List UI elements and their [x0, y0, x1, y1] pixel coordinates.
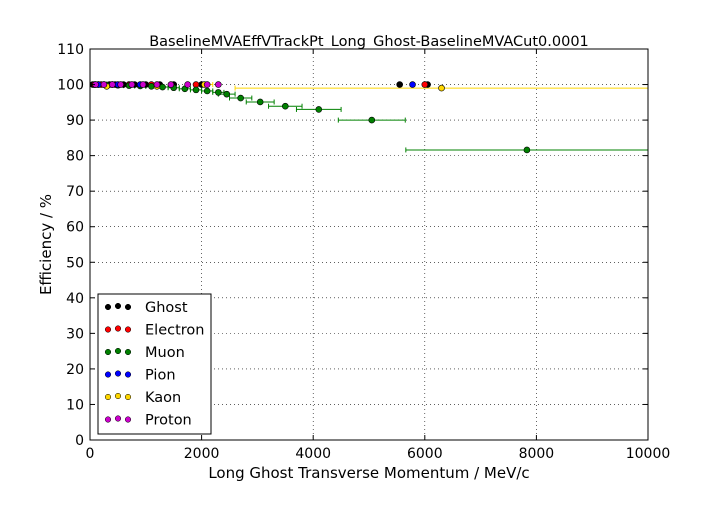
electron-point: [421, 81, 429, 88]
legend-marker-proton: [104, 416, 112, 423]
legend-marker-pion: [114, 370, 122, 377]
muon-point: [237, 94, 244, 102]
muon-point: [281, 102, 289, 110]
y-tick-label: 100: [57, 78, 84, 94]
y-tick-label: 40: [66, 291, 84, 307]
legend-marker-kaon: [124, 393, 132, 401]
legend-label-kaon: Kaon: [145, 390, 181, 406]
plot-frame: [89, 48, 649, 441]
y-tick-label: 110: [57, 42, 84, 58]
proton-point: [153, 81, 161, 88]
legend-marker-kaon: [114, 392, 122, 400]
legend-label-pion: Pion: [145, 368, 176, 384]
muon-point: [159, 83, 166, 91]
legend-marker-electron: [104, 326, 112, 333]
legend-marker-ghost: [124, 303, 132, 311]
y-tick-label: 20: [66, 362, 84, 378]
legend-label-electron: Electron: [145, 323, 204, 339]
kaon-point: [438, 84, 445, 92]
muon-point: [368, 116, 376, 124]
legend-label-proton: Proton: [145, 413, 192, 429]
proton-point: [167, 81, 175, 88]
muon-point: [523, 146, 531, 154]
muon-point: [315, 106, 323, 113]
legend-marker-ghost: [114, 302, 122, 310]
y-tick-label: 50: [66, 255, 84, 271]
muon-point: [148, 83, 155, 90]
y-tick-label: 0: [75, 433, 84, 449]
legend-marker-muon: [124, 348, 132, 356]
x-tick-label: 8000: [519, 446, 555, 462]
y-axis-label: Efficiency / %: [37, 194, 55, 295]
legend-marker-kaon: [104, 393, 112, 401]
legend-box: [97, 293, 212, 435]
y-tick-label: 90: [66, 113, 84, 129]
legend-marker-proton: [114, 415, 122, 422]
x-axis-label: Long Ghost Transverse Momentum / MeV/c: [208, 464, 529, 482]
legend-marker-ghost: [104, 303, 112, 311]
y-tick-label: 10: [66, 397, 84, 413]
x-tick-label: 6000: [407, 446, 443, 462]
legend-marker-electron: [124, 326, 132, 333]
legend-marker-pion: [104, 371, 112, 378]
x-tick-label: 0: [86, 446, 95, 462]
legend-label-muon: Muon: [145, 345, 185, 361]
x-tick-label: 2000: [184, 446, 220, 462]
proton-point: [203, 81, 211, 88]
y-tick-label: 80: [66, 149, 84, 165]
muon-point: [223, 90, 231, 98]
y-tick-label: 30: [66, 326, 84, 342]
muon-point: [203, 87, 211, 95]
data-points: [89, 81, 531, 154]
proton-point: [100, 81, 108, 88]
legend-marker-pion: [124, 371, 132, 378]
legend-marker-muon: [104, 348, 112, 356]
muon-point: [192, 86, 200, 94]
axis-ticks: 0 2000 4000 6000 8000 10000 0 10 20 30 40 50 60 70 80 9…: [57, 42, 670, 462]
legend: Ghost Electron Muon Pion Kaon Proton: [97, 293, 212, 435]
proton-point: [128, 81, 136, 88]
error-bars: [89, 82, 649, 153]
proton-point: [139, 81, 147, 88]
x-tick-label: 4000: [295, 446, 331, 462]
proton-point: [184, 81, 191, 88]
proton-point: [215, 81, 222, 88]
muon-point: [215, 89, 222, 96]
x-tick-label: 10000: [626, 446, 671, 462]
proton-point: [117, 81, 124, 88]
legend-label-ghost: Ghost: [145, 300, 188, 316]
legend-marker-proton: [124, 416, 132, 423]
y-tick-label: 60: [66, 220, 84, 236]
muon-point: [256, 98, 264, 106]
proton-point: [109, 81, 116, 88]
legend-marker-muon: [114, 347, 122, 355]
y-tick-label: 70: [66, 184, 84, 200]
pion-point: [409, 81, 416, 88]
chart-title: BaselineMVAEffVTrackPt_Long_Ghost-Baseli…: [149, 34, 589, 50]
ghost-point: [396, 81, 403, 88]
legend-marker-electron: [114, 325, 122, 332]
